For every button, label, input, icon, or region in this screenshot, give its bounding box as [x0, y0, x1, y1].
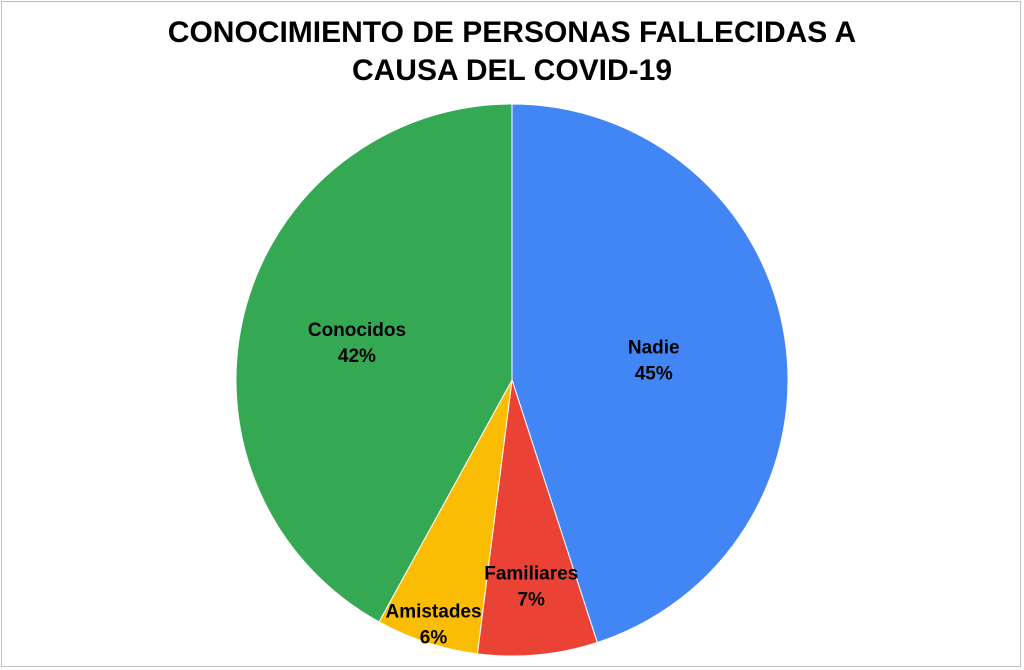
slice-label-amistades: Amistades: [385, 601, 481, 622]
chart-title-line-2: CAUSA DEL COVID-19: [351, 54, 673, 87]
slice-label-nadie: Nadie: [628, 338, 680, 359]
chart-title: CONOCIMIENTO DE PERSONAS FALLECIDAS A CA…: [0, 14, 1024, 90]
pie-slice-conocidos: [235, 103, 513, 623]
pie-slice-nadie: [511, 103, 789, 644]
slice-label-conocidos: Conocidos: [308, 320, 406, 341]
slice-value-amistades: 6%: [420, 627, 448, 648]
slice-value-nadie: 45%: [635, 364, 673, 385]
slice-label-familiares: Familiares: [484, 563, 578, 584]
pie-slices: [235, 103, 789, 657]
slice-value-familiares: 7%: [517, 589, 545, 610]
pie-slice-familiares: [476, 379, 598, 657]
chart-title-line-1: CONOCIMIENTO DE PERSONAS FALLECIDAS A: [167, 16, 857, 49]
slice-value-conocidos: 42%: [338, 346, 376, 367]
pie-labels: Nadie 45% Familiares 7% Amistades 6% Conocidos…: [308, 320, 680, 648]
